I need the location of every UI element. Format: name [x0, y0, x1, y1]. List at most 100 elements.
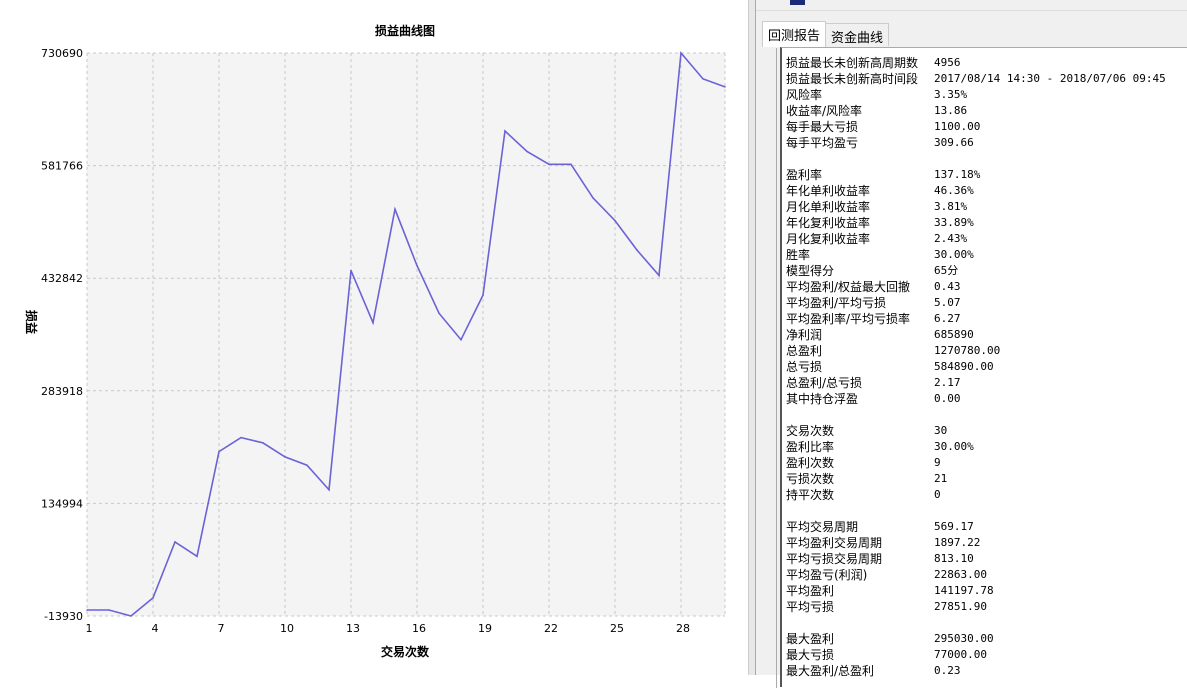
- y-tick-label: -13930: [44, 610, 83, 623]
- report-label: 总亏损: [786, 360, 823, 374]
- report-label: 盈利次数: [786, 456, 835, 470]
- tab-backtest-report[interactable]: 回测报告: [762, 21, 827, 47]
- report-value: 27851.90: [934, 600, 987, 613]
- report-label: 最大亏损: [786, 648, 835, 662]
- divider: [756, 10, 1187, 11]
- data-point: [152, 597, 154, 599]
- report-value: 1897.22: [934, 536, 981, 549]
- report-value: 9: [934, 456, 941, 469]
- report-row: [782, 407, 1187, 423]
- report-row: 平均盈利/权益最大回撤 0.43: [782, 279, 1187, 295]
- report-label: 损益最长未创新高周期数: [786, 56, 919, 70]
- report-value: 3.81%: [934, 200, 968, 213]
- report-row: 月化单利收益率 3.81%: [782, 199, 1187, 215]
- report-label: 盈利率: [786, 168, 823, 182]
- window-icon: [790, 0, 805, 5]
- chart-title: 损益曲线图: [375, 23, 435, 38]
- splitter[interactable]: [748, 0, 756, 675]
- data-point: [130, 615, 132, 617]
- report-row: 持平次数 0: [782, 487, 1187, 503]
- report-row: 盈利比率 30.00%: [782, 439, 1187, 455]
- report-value: 2017/08/14 14:30 - 2018/07/06 09:45: [934, 72, 1166, 85]
- x-tick-label: 16: [412, 622, 426, 635]
- data-point: [592, 197, 594, 199]
- tab-equity-curve[interactable]: 资金曲线: [825, 23, 890, 46]
- report-row: [782, 151, 1187, 167]
- report-row: [782, 615, 1187, 631]
- report-row: 最大亏损 77000.00: [782, 647, 1187, 663]
- report-value: 309.66: [934, 136, 974, 149]
- report-value: 569.17: [934, 520, 974, 533]
- data-point: [680, 52, 682, 54]
- report-row: 损益最长未创新高周期数 4956: [782, 55, 1187, 71]
- data-point: [724, 86, 726, 88]
- report-label: 平均盈利交易周期: [786, 536, 883, 550]
- report-value: 813.10: [934, 552, 974, 565]
- data-point: [394, 208, 396, 211]
- report-value: 685890: [934, 328, 974, 341]
- report-value: 0: [934, 488, 941, 501]
- report-row: 平均交易周期 569.17: [782, 519, 1187, 535]
- report-row: 每手平均盈亏 309.66: [782, 135, 1187, 151]
- report-row: 亏损次数 21: [782, 471, 1187, 487]
- report-value: 6.27: [934, 312, 961, 325]
- report-label: 损益最长未创新高时间段: [786, 72, 919, 86]
- report-label: 总盈利/总亏损: [786, 376, 863, 390]
- report-value: 22863.00: [934, 568, 987, 581]
- report-value: 33.89%: [934, 216, 974, 229]
- report-row: 年化复利收益率 33.89%: [782, 215, 1187, 231]
- data-point: [240, 436, 242, 439]
- report-label: 年化复利收益率: [786, 216, 871, 230]
- report-label: 收益率/风险率: [786, 104, 863, 118]
- report-label: [782, 503, 934, 519]
- report-label: 平均盈亏(利润): [786, 568, 868, 582]
- report-row: 年化单利收益率 46.36%: [782, 183, 1187, 199]
- data-point: [284, 456, 286, 458]
- data-point: [438, 312, 440, 315]
- report-value: 584890.00: [934, 360, 994, 373]
- report-row: 总盈利/总亏损 2.17: [782, 375, 1187, 391]
- report-value: 4956: [934, 56, 961, 69]
- report-label: [782, 151, 934, 167]
- report-label: 模型得分: [786, 264, 835, 278]
- report-row: 每手最大亏损 1100.00: [782, 119, 1187, 135]
- data-point: [614, 219, 616, 222]
- report-label: 风险率: [786, 88, 823, 102]
- report-value: 30: [934, 424, 948, 437]
- report-row: 平均盈利 141197.78: [782, 583, 1187, 599]
- report-label: 平均亏损: [786, 600, 835, 614]
- report-row: 平均亏损 27851.90: [782, 599, 1187, 615]
- data-point: [328, 488, 330, 491]
- report-value: 30.00%: [934, 248, 974, 261]
- data-point: [504, 130, 506, 132]
- report-value: 0.00: [934, 392, 961, 405]
- report-row: 平均盈利率/平均亏损率 6.27: [782, 311, 1187, 327]
- x-tick-label: 28: [676, 622, 690, 635]
- report-label: 最大盈利: [786, 632, 835, 646]
- data-point: [658, 274, 660, 277]
- report-value: 137.18%: [934, 168, 981, 181]
- data-point: [196, 555, 198, 558]
- report-value: 3.35%: [934, 88, 968, 101]
- data-point: [416, 264, 418, 267]
- pnl-chart-svg: -13930 134994 283918 432842 581766 730690 1 4 7 1…: [24, 23, 726, 659]
- report-label: 其中持仓浮盈: [786, 392, 859, 406]
- report-label: 每手最大亏损: [786, 120, 859, 134]
- report-label: 平均亏损交易周期: [786, 552, 883, 566]
- report-row: 月化复利收益率 2.43%: [782, 231, 1187, 247]
- report-value: 0.43: [934, 280, 961, 293]
- report-label: 交易次数: [786, 424, 835, 438]
- report-label: 每手平均盈亏: [786, 136, 859, 150]
- data-point: [570, 163, 572, 166]
- report-label: 亏损次数: [786, 472, 835, 486]
- data-point: [218, 450, 220, 453]
- data-point: [636, 249, 638, 251]
- x-tick-label: 10: [280, 622, 294, 635]
- x-tick-label: 25: [610, 622, 624, 635]
- data-point: [482, 294, 484, 296]
- y-tick-label: 730690: [41, 47, 83, 60]
- y-tick-label: 432842: [41, 272, 83, 285]
- data-point: [460, 338, 462, 341]
- report-value: 1100.00: [934, 120, 981, 133]
- report-list[interactable]: 损益最长未创新高周期数 4956 损益最长未创新高时间段 2017/08/14 14:…: [776, 47, 1187, 688]
